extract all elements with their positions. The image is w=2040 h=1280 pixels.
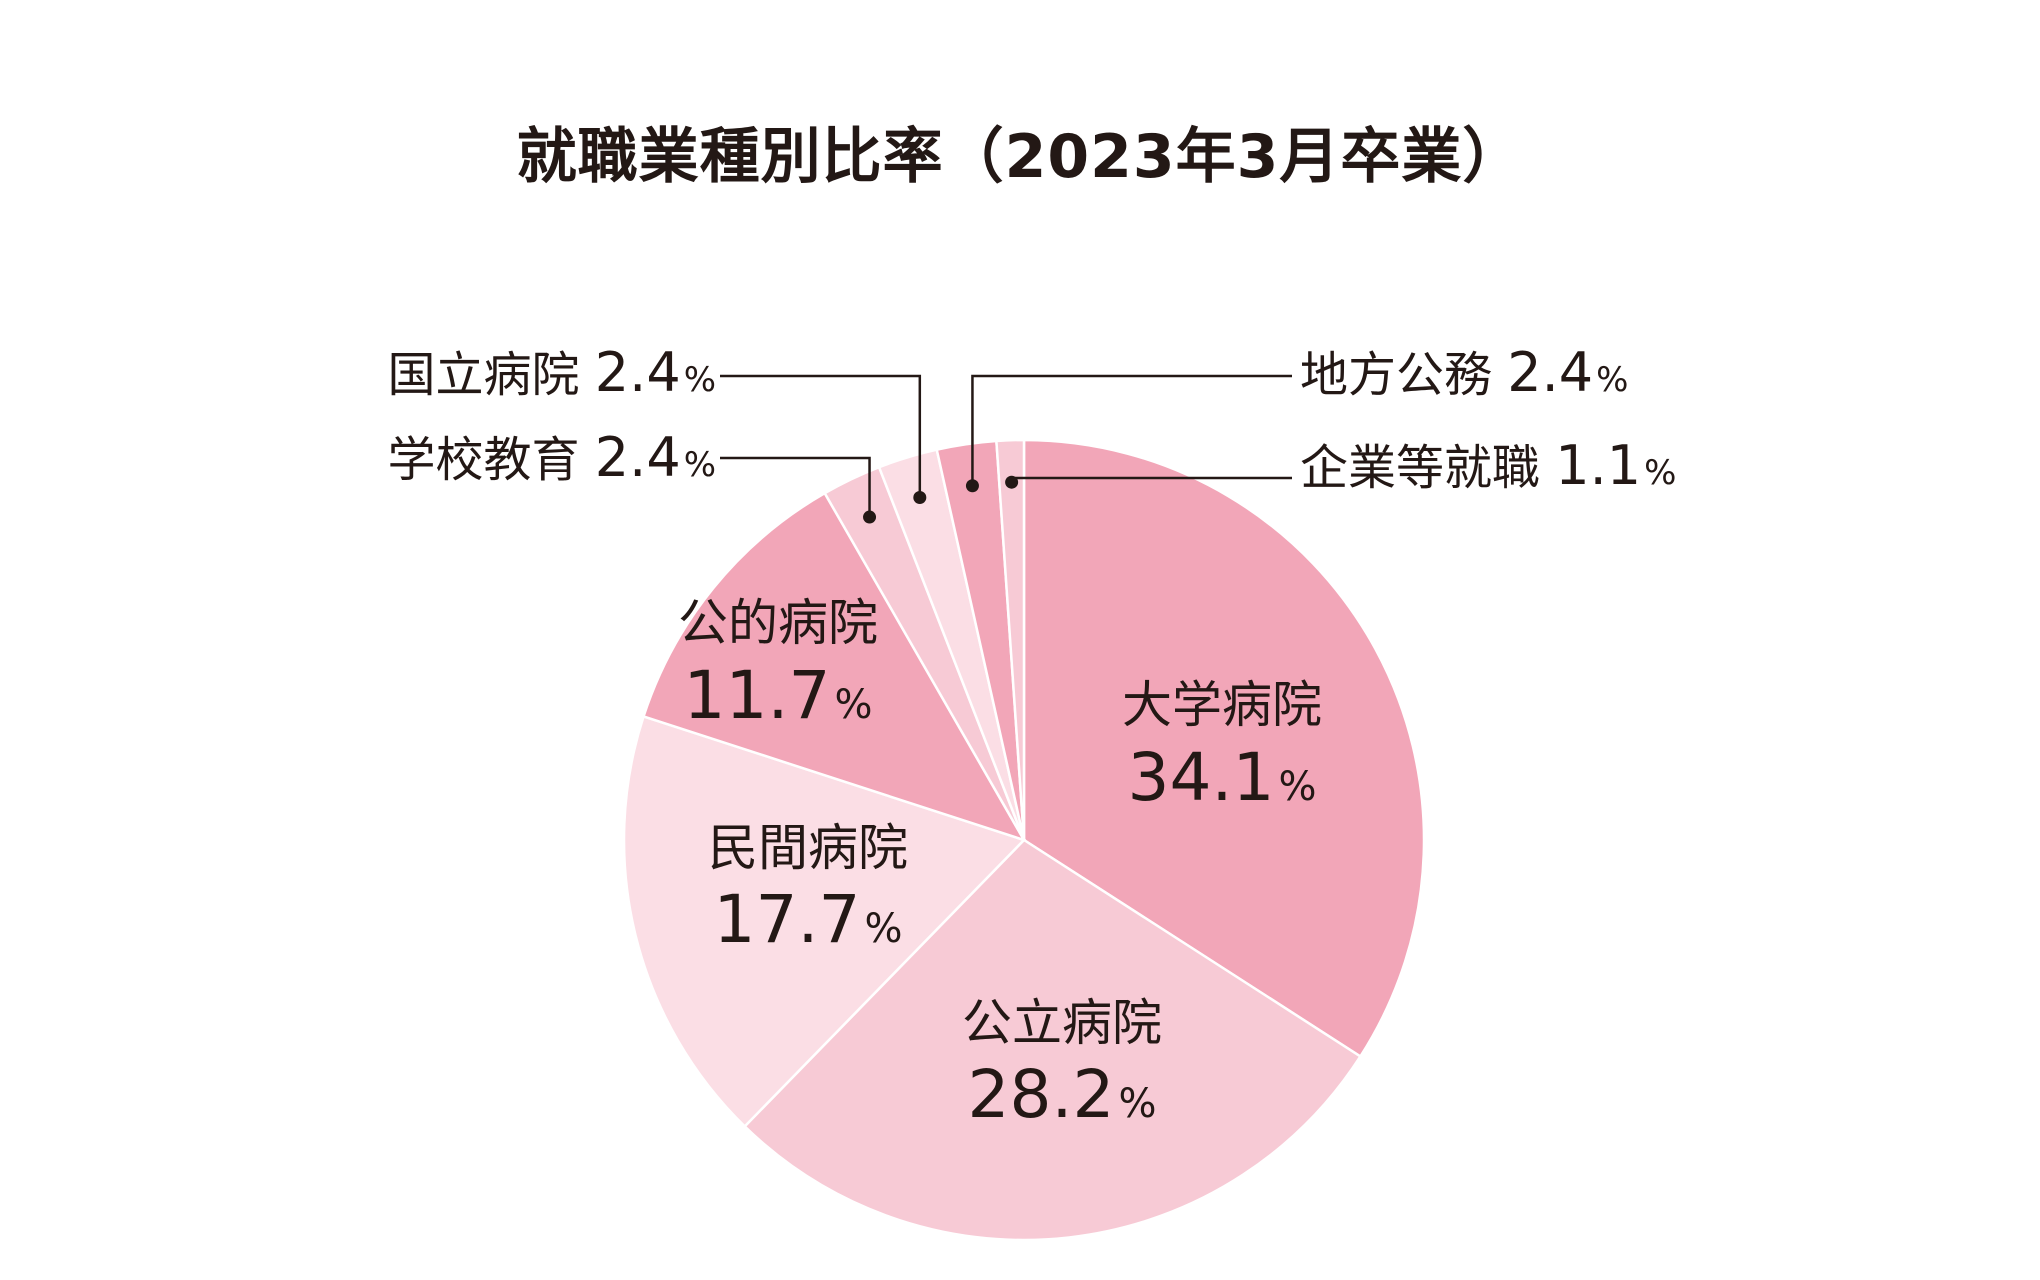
slice-label: 公立病院: [962, 994, 1162, 1052]
leader-dot: [913, 490, 927, 504]
callout-label: 地方公務 2.4%: [1300, 341, 1628, 404]
slice-value: 28.2%: [968, 1056, 1157, 1133]
leader-line: [720, 374, 922, 498]
leader-dot: [863, 510, 877, 524]
slice-label: 大学病院: [1122, 676, 1322, 734]
leader-line: [971, 374, 1292, 486]
leader-lines: [720, 374, 1292, 524]
slice-4: [642, 491, 1027, 843]
slice-value: 17.7%: [714, 881, 903, 958]
slice-value: 11.7%: [684, 657, 873, 734]
callout-label: 学校教育 2.4%: [388, 426, 716, 489]
chart-title: 就職業種別比率（2023年3月卒業）: [516, 122, 1524, 192]
slice-label: 民間病院: [708, 819, 908, 877]
slice-8: [995, 438, 1026, 841]
slice-1: [1022, 438, 1426, 1059]
leader-line: [720, 456, 871, 518]
pie-slices: [622, 438, 1426, 1242]
leader-dot: [965, 479, 979, 493]
callout-label: 国立病院 2.4%: [388, 341, 716, 404]
slice-3: [622, 714, 1027, 1129]
slice-2: [742, 838, 1363, 1242]
slice-label: 公的病院: [678, 594, 878, 652]
slice-value: 34.1%: [1128, 739, 1317, 816]
callout-label: 企業等就職 1.1%: [1300, 434, 1676, 497]
leader-dot: [1005, 475, 1019, 489]
